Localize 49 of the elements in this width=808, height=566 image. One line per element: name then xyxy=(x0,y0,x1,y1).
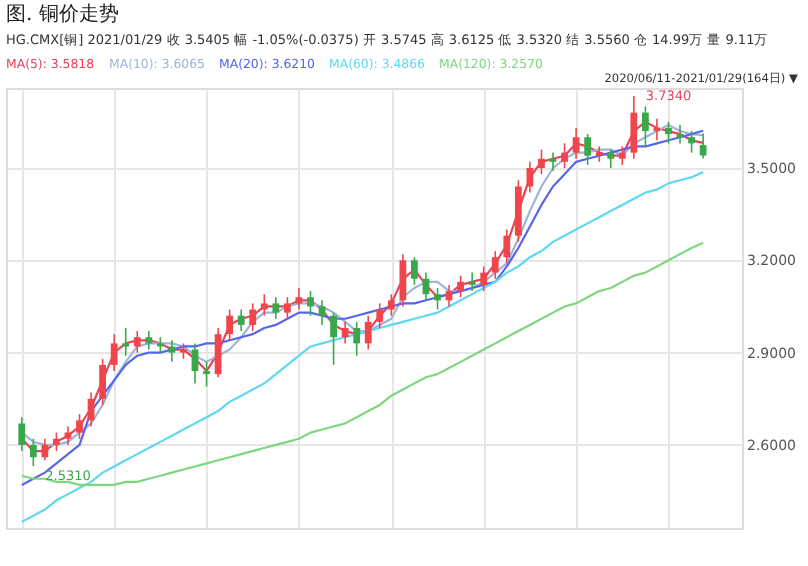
candlestick xyxy=(76,413,83,440)
candlestick xyxy=(572,127,580,160)
candlestick xyxy=(203,361,210,388)
candlestick xyxy=(29,437,37,467)
candlestick xyxy=(630,95,638,160)
candlestick xyxy=(145,330,153,351)
candlestick xyxy=(699,132,707,159)
candlestick xyxy=(272,296,280,320)
candlestick xyxy=(641,105,649,148)
candlestick xyxy=(468,271,476,292)
candlestick xyxy=(330,311,337,366)
candlestick xyxy=(283,296,291,320)
candlestick xyxy=(364,314,372,351)
candlestick xyxy=(665,121,672,145)
candlestick xyxy=(168,339,176,363)
candlestick xyxy=(538,148,545,175)
candlestick xyxy=(688,130,695,154)
candlestick xyxy=(607,148,615,169)
candlestick xyxy=(307,290,314,317)
candlestick xyxy=(457,274,465,299)
candlestick xyxy=(618,145,626,166)
candlestick xyxy=(491,250,499,280)
candlestick xyxy=(561,142,568,169)
line-series xyxy=(20,241,705,487)
candlestick xyxy=(399,253,407,308)
candlestick xyxy=(480,265,488,292)
candlestick xyxy=(595,145,603,163)
candlestick xyxy=(341,321,349,345)
candlestick xyxy=(411,256,418,286)
candlestick xyxy=(260,293,268,317)
candlestick xyxy=(226,308,234,342)
line-series xyxy=(20,171,705,523)
candlestick xyxy=(434,287,441,311)
candlestick xyxy=(318,299,326,326)
candlestick xyxy=(122,327,130,357)
candlestick xyxy=(249,302,257,332)
candlestick xyxy=(503,228,511,265)
candlestick xyxy=(110,333,118,372)
candlestick xyxy=(53,431,60,452)
candlestick xyxy=(353,321,361,357)
candlestick xyxy=(18,416,26,452)
candlestick xyxy=(99,357,107,406)
candlestick xyxy=(376,302,384,329)
candlestick xyxy=(41,437,49,462)
candlestick xyxy=(584,133,592,166)
candlestick xyxy=(237,308,245,332)
chart-title: 图. 铜价走势 xyxy=(6,2,119,26)
candlestick xyxy=(133,330,141,354)
candlestick xyxy=(387,293,395,317)
